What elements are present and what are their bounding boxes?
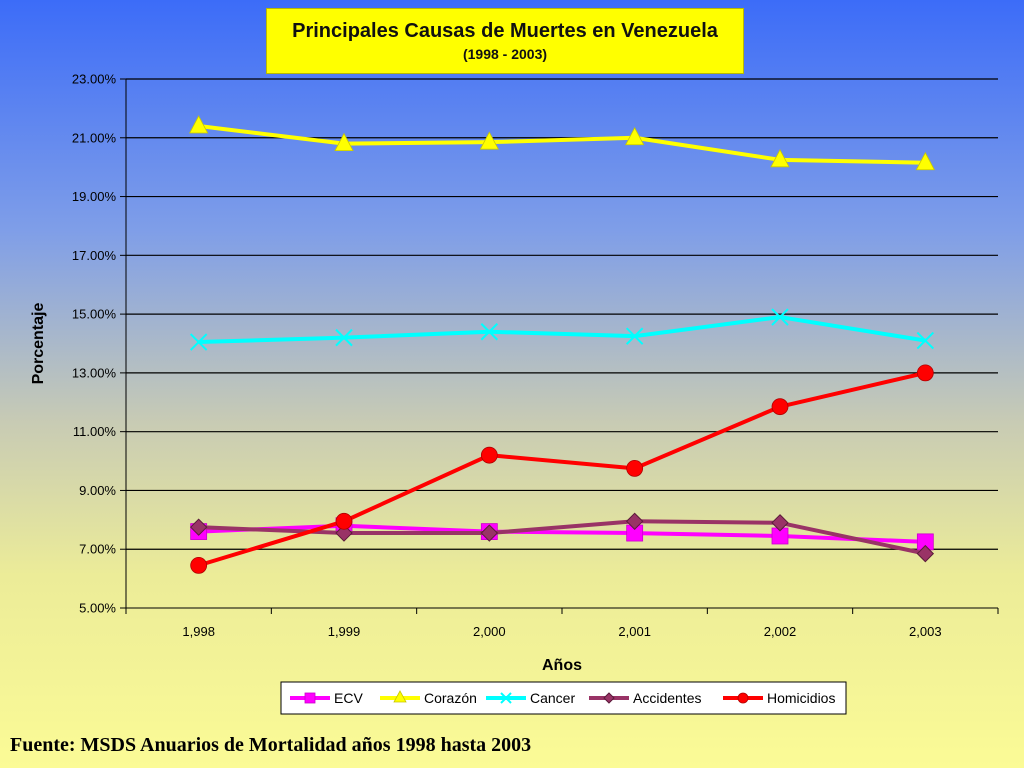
legend-marker-cancer [500,692,512,704]
data-point-homicidios [190,556,208,574]
data-point-accidentes [771,514,789,532]
data-point-homicidios [335,512,353,530]
x-tick-label: 2,002 [764,624,797,639]
y-tick-label: 15.00% [72,307,117,322]
x-tick-label: 2,000 [473,624,506,639]
series-line-cancer [198,315,926,345]
series-line-coraz-n [198,124,926,165]
x-tick-label: 2,003 [909,624,942,639]
data-point-cancer-stroke [771,308,789,326]
data-point-accidentes [335,524,353,542]
legend-label-accidentes: Accidentes [633,690,701,706]
x-axis-title: Años [542,657,582,674]
y-tick-label: 21.00% [72,130,117,145]
data-point-cancer-stroke [189,333,208,351]
data-point-cancer-stroke [916,331,935,350]
series-line-homicidios [198,370,926,568]
y-tick-label: 11.00% [73,424,117,439]
y-tick-label: 19.00% [72,189,117,204]
data-point-accidentes [189,518,208,536]
x-tick-label: 2,001 [618,624,651,639]
data-point-cancer-stroke [335,328,353,347]
data-point-coraz-n [915,151,935,171]
y-tick-label: 13.00% [72,365,117,380]
data-point-accidentes [916,544,935,563]
data-point-cancer [335,328,353,347]
data-point-coraz-n [334,132,354,152]
data-point-accidentes [625,512,644,531]
chart-subtitle: (1998 - 2003) [462,46,548,62]
data-point-homicidios [771,398,789,416]
data-point-homicidios [480,446,498,464]
chart-title: Principales Causas de Muertes en Venezue… [292,20,718,42]
legend-label-cancer: Cancer [530,690,575,706]
x-tick-label: 1,999 [328,624,361,639]
data-point-coraz-n [770,148,790,168]
data-point-cancer [189,333,208,351]
y-tick-label: 9.00% [79,483,116,498]
x-tick-label: 1,998 [182,624,215,639]
legend-marker-cancer-stroke [500,692,512,704]
data-point-cancer [625,327,644,345]
data-point-cancer-stroke [480,323,499,341]
legend-label-homicidios: Homicidios [767,690,835,706]
source-footnote: Fuente: MSDS Anuarios de Mortalidad años… [10,734,532,756]
data-point-homicidios [626,460,644,477]
data-point-coraz-n [625,126,645,146]
legend-marker-ecv [304,692,316,704]
y-tick-label: 5.00% [79,601,116,616]
legend-label-ecv: ECV [334,690,363,706]
y-tick-label: 23.00% [72,72,117,87]
legend-marker-coraz-n [393,690,407,703]
data-point-coraz-n [189,115,209,134]
legend-marker-homicidios [737,692,749,704]
y-axis-title: Porcentaje [30,302,47,384]
y-tick-label: 7.00% [79,542,116,557]
data-point-cancer [480,323,499,341]
legend-marker-accidentes [603,692,615,704]
data-point-homicidios [916,364,934,382]
data-point-cancer-stroke [625,327,644,345]
chart-title-box: Principales Causas de Muertes en Venezue… [266,8,744,74]
series-line-accidentes [198,519,926,556]
data-point-cancer [771,308,789,326]
data-point-coraz-n [479,131,499,150]
data-point-cancer [916,331,935,350]
data-point-accidentes [480,524,499,542]
y-tick-label: 17.00% [72,248,117,263]
legend-label-coraz-n: Corazón [424,690,477,706]
